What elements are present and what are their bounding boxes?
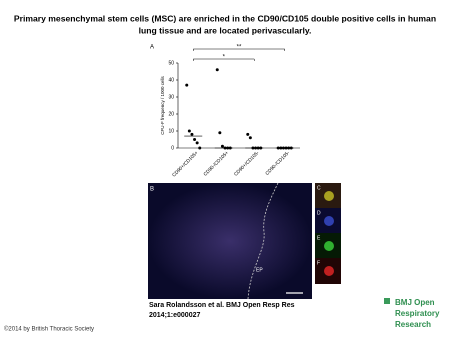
- panel-label: F: [317, 260, 320, 266]
- inset-signal: [324, 266, 334, 276]
- y-tick-label: 40: [168, 77, 174, 83]
- title: lung tissue and are located perivascular…: [139, 25, 312, 35]
- significance-bracket: [193, 48, 285, 51]
- panel-label: C: [317, 185, 321, 191]
- y-tick-label: 20: [168, 111, 174, 117]
- micrograph: [148, 183, 312, 299]
- data-point: [187, 129, 191, 133]
- data-point: [190, 132, 194, 136]
- significance-bracket: [193, 58, 255, 61]
- logo-text: BMJ Open: [395, 298, 435, 307]
- panel-label: A: [150, 45, 154, 51]
- data-point: [185, 83, 189, 87]
- y-tick-label: 50: [168, 60, 174, 66]
- data-point: [220, 144, 224, 148]
- logo-text: Research: [395, 320, 431, 329]
- y-tick-label: 10: [168, 128, 174, 134]
- inset-signal: [324, 191, 334, 201]
- y-tick-label: 30: [168, 94, 174, 100]
- significance-label: *: [223, 55, 226, 61]
- region-label: EP: [256, 267, 263, 273]
- logo-text: Respiratory: [395, 309, 440, 318]
- x-tick-label: CD90-/CD105+: [203, 150, 231, 178]
- data-point: [248, 136, 252, 140]
- inset-signal: [324, 216, 334, 226]
- y-axis-label: CFU-F frequency / 1000 cells: [160, 75, 165, 134]
- citation: 2014;1:e000027: [149, 312, 200, 319]
- x-tick-label: CD90-/CD105-: [264, 150, 291, 177]
- title: Primary mesenchymal stem cells (MSC) are…: [14, 13, 436, 23]
- panel-label: D: [317, 210, 321, 216]
- y-tick-label: 0: [171, 145, 174, 151]
- data-point: [246, 132, 250, 136]
- inset-signal: [324, 241, 334, 251]
- logo-mark: [384, 298, 390, 304]
- data-point: [215, 68, 219, 72]
- panel-label: B: [150, 187, 154, 193]
- significance-label: **: [237, 45, 242, 51]
- x-tick-label: CD90+/CD105-: [233, 150, 261, 178]
- x-tick-label: CD90+/CD105+: [171, 150, 200, 179]
- citation: Sara Rolandsson et al. BMJ Open Resp Res: [149, 302, 295, 309]
- data-point: [198, 146, 202, 150]
- data-point: [193, 138, 197, 141]
- data-point: [195, 141, 199, 145]
- data-point: [218, 131, 222, 135]
- panel-label: E: [317, 235, 321, 241]
- copyright: ©2014 by British Thoracic Society: [4, 326, 94, 333]
